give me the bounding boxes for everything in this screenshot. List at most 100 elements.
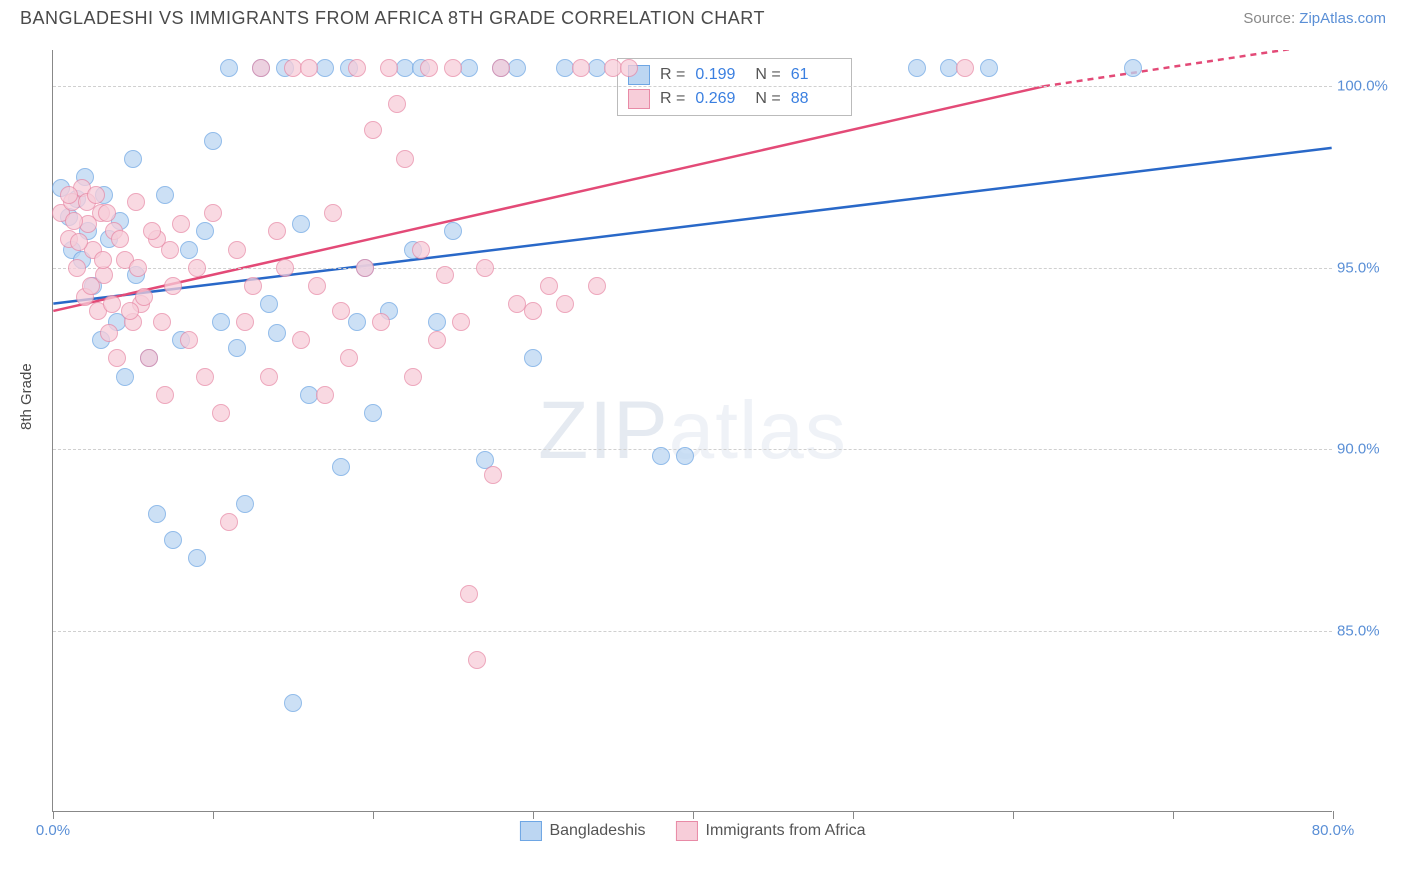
legend-series-name: Immigrants from Africa (706, 822, 866, 840)
data-point (156, 386, 174, 404)
data-point (228, 339, 246, 357)
data-point (212, 313, 230, 331)
data-point (476, 259, 494, 277)
legend-r-value: 0.269 (695, 90, 745, 108)
legend-swatch (628, 89, 650, 109)
data-point (364, 121, 382, 139)
data-point (956, 59, 974, 77)
data-point (228, 241, 246, 259)
data-point (428, 331, 446, 349)
data-point (164, 277, 182, 295)
data-point (94, 251, 112, 269)
legend-r-label: R = (660, 66, 685, 84)
data-point (284, 694, 302, 712)
data-point (388, 95, 406, 113)
data-point (620, 59, 638, 77)
data-point (524, 302, 542, 320)
data-point (143, 222, 161, 240)
data-point (1124, 59, 1142, 77)
x-tick (53, 811, 54, 819)
y-axis-title: 8th Grade (18, 363, 35, 430)
y-tick-label: 90.0% (1337, 441, 1392, 458)
data-point (316, 386, 334, 404)
data-point (252, 59, 270, 77)
x-tick-label: 80.0% (1312, 822, 1355, 839)
data-point (124, 150, 142, 168)
data-point (356, 259, 374, 277)
source-attribution: Source: ZipAtlas.com (1243, 10, 1386, 27)
legend-swatch (519, 821, 541, 841)
data-point (260, 368, 278, 386)
data-point (308, 277, 326, 295)
legend-n-label: N = (755, 66, 780, 84)
data-point (70, 233, 88, 251)
data-point (292, 215, 310, 233)
data-point (460, 585, 478, 603)
data-point (196, 368, 214, 386)
gridline (53, 86, 1332, 87)
data-point (444, 59, 462, 77)
data-point (396, 150, 414, 168)
data-point (82, 277, 100, 295)
data-point (108, 349, 126, 367)
data-point (148, 505, 166, 523)
data-point (204, 204, 222, 222)
data-point (188, 259, 206, 277)
x-tick (373, 811, 374, 819)
data-point (172, 215, 190, 233)
x-tick (533, 811, 534, 819)
data-point (116, 368, 134, 386)
data-point (161, 241, 179, 259)
data-point (65, 212, 83, 230)
data-point (380, 59, 398, 77)
chart-title: BANGLADESHI VS IMMIGRANTS FROM AFRICA 8T… (20, 8, 765, 29)
data-point (188, 549, 206, 567)
gridline (53, 631, 1332, 632)
trend-line (1044, 50, 1332, 86)
data-point (212, 404, 230, 422)
data-point (220, 513, 238, 531)
data-point (460, 59, 478, 77)
data-point (87, 186, 105, 204)
legend-n-value: 88 (791, 90, 841, 108)
legend-n-value: 61 (791, 66, 841, 84)
y-tick-label: 100.0% (1337, 78, 1392, 95)
y-tick-label: 95.0% (1337, 259, 1392, 276)
data-point (980, 59, 998, 77)
data-point (268, 324, 286, 342)
data-point (364, 404, 382, 422)
data-point (111, 230, 129, 248)
data-point (127, 193, 145, 211)
x-tick (853, 811, 854, 819)
data-point (98, 204, 116, 222)
data-point (348, 59, 366, 77)
gridline (53, 268, 1332, 269)
data-point (348, 313, 366, 331)
data-point (268, 222, 286, 240)
data-point (404, 368, 422, 386)
data-point (276, 259, 294, 277)
data-point (436, 266, 454, 284)
data-point (196, 222, 214, 240)
data-point (676, 447, 694, 465)
data-point (129, 259, 147, 277)
data-point (244, 277, 262, 295)
series-legend: Bangladeshis Immigrants from Africa (519, 821, 865, 841)
data-point (468, 651, 486, 669)
data-point (236, 313, 254, 331)
data-point (428, 313, 446, 331)
scatter-chart: ZIPatlas R =0.199N =61R =0.269N =88 Bang… (52, 50, 1332, 812)
data-point (324, 204, 342, 222)
legend-row: R =0.269N =88 (628, 87, 841, 111)
data-point (540, 277, 558, 295)
legend-item: Bangladeshis (519, 821, 645, 841)
data-point (135, 288, 153, 306)
x-tick-label: 0.0% (36, 822, 70, 839)
data-point (140, 349, 158, 367)
data-point (452, 313, 470, 331)
data-point (292, 331, 310, 349)
watermark: ZIPatlas (538, 384, 847, 478)
data-point (332, 458, 350, 476)
data-point (508, 59, 526, 77)
source-link[interactable]: ZipAtlas.com (1299, 10, 1386, 27)
